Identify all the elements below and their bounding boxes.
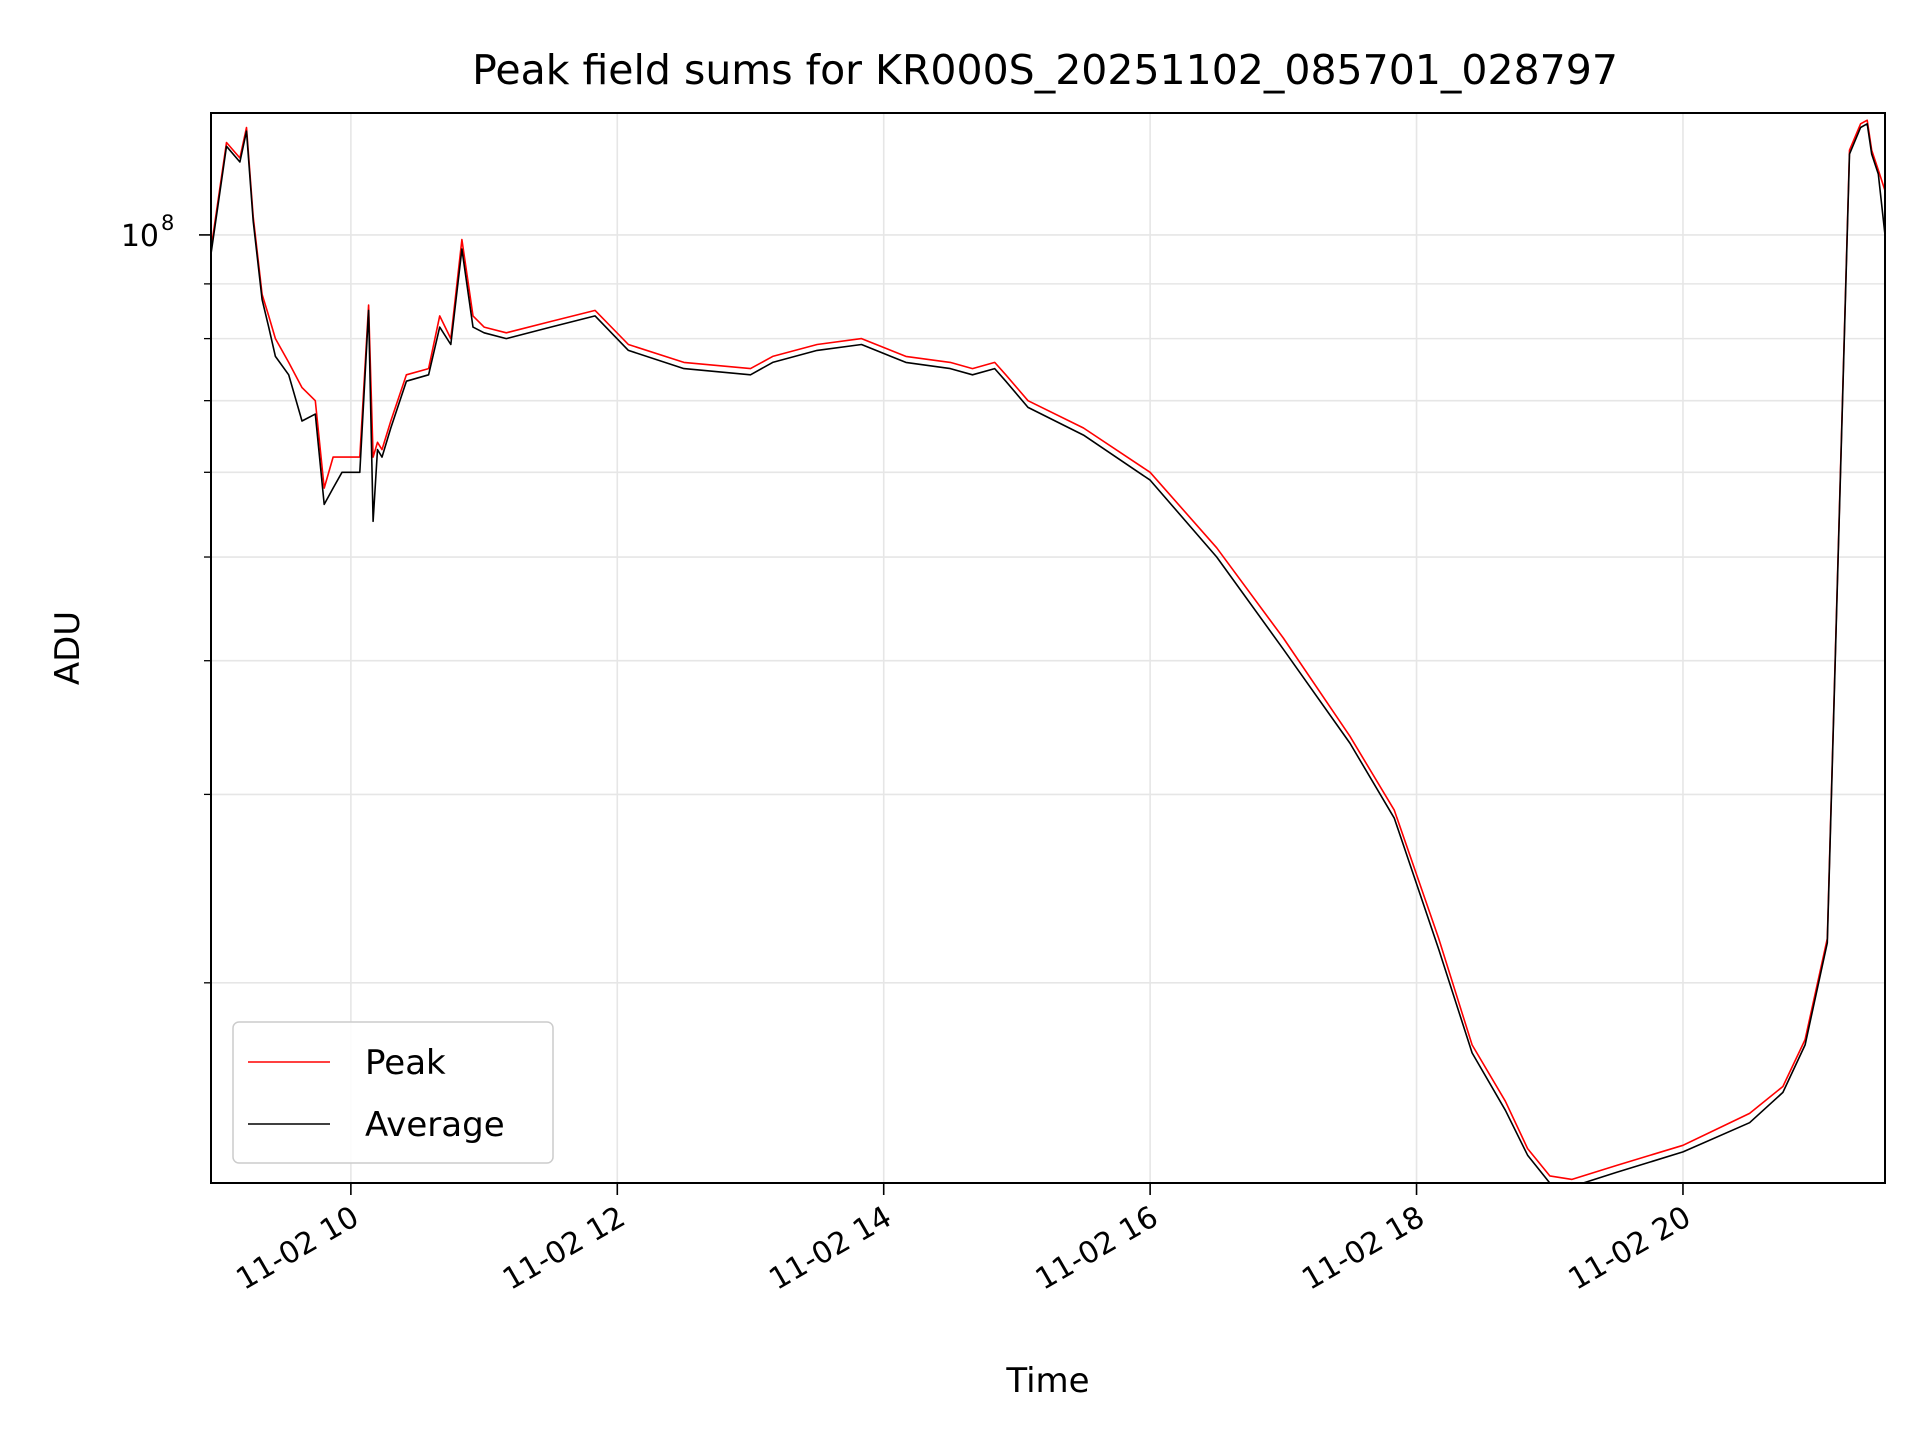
y-tick-label-exponent: 8 xyxy=(161,211,174,235)
grid xyxy=(211,113,1885,1183)
x-tick-label: 11-02 16 xyxy=(1030,1200,1164,1298)
x-tick-label: 11-02 14 xyxy=(763,1200,897,1298)
x-tick-label: 11-02 20 xyxy=(1563,1200,1697,1298)
legend-box xyxy=(232,1021,554,1164)
x-tick-label: 11-02 18 xyxy=(1296,1200,1430,1298)
chart-title: Peak field sums for KR000S_20251102_0857… xyxy=(472,46,1618,94)
legend-label-average: Average xyxy=(365,1105,505,1145)
series-layer xyxy=(211,119,1885,1183)
y-axis-label: ADU xyxy=(48,611,88,685)
y-axis-ticks: 10 8 xyxy=(121,211,211,984)
plot-frame xyxy=(210,112,1886,1184)
series-line-average xyxy=(211,123,1885,1183)
x-axis-ticks: 11-02 10 11-02 12 11-02 14 11-02 16 11-02 18… xyxy=(231,1183,1697,1297)
x-axis-label: Time xyxy=(1005,1361,1089,1401)
y-tick-label-base: 10 xyxy=(121,219,159,254)
legend: Peak Average xyxy=(232,1021,554,1164)
series-line-peak xyxy=(211,119,1885,1181)
legend-label-peak: Peak xyxy=(365,1043,446,1083)
x-tick-label: 11-02 12 xyxy=(497,1200,631,1298)
x-tick-label: 11-02 10 xyxy=(231,1200,365,1298)
